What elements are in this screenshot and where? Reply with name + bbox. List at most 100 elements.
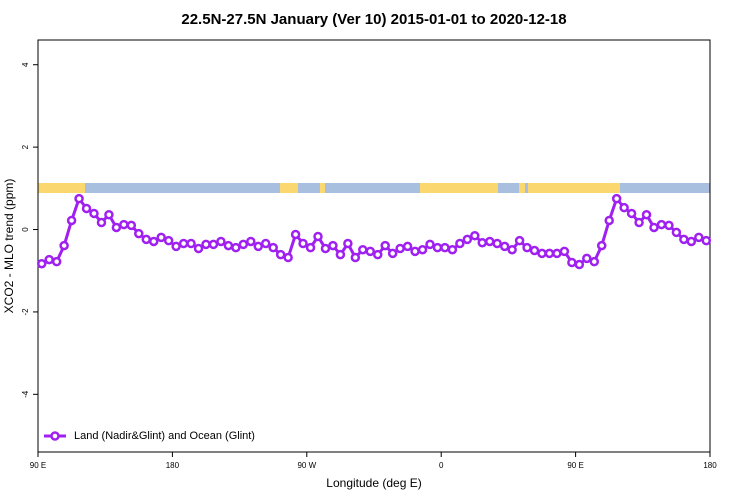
x-tick-label: 90 W bbox=[297, 461, 316, 470]
data-point bbox=[701, 235, 712, 246]
data-point bbox=[425, 239, 435, 250]
data-point bbox=[298, 238, 308, 249]
x-tick-label: 0 bbox=[439, 461, 444, 470]
data-point bbox=[253, 241, 264, 252]
data-point bbox=[231, 242, 241, 253]
data-point bbox=[611, 193, 622, 204]
data-point bbox=[223, 240, 234, 251]
data-point bbox=[432, 242, 443, 253]
data-point bbox=[59, 240, 69, 251]
data-point bbox=[193, 243, 204, 254]
data-point bbox=[455, 238, 465, 249]
data-point bbox=[126, 220, 137, 231]
data-point bbox=[649, 222, 659, 233]
data-point bbox=[320, 243, 331, 254]
data-point bbox=[694, 232, 704, 243]
data-point bbox=[216, 236, 226, 247]
data-point bbox=[141, 234, 152, 245]
data-point bbox=[679, 234, 689, 245]
data-point bbox=[290, 229, 301, 240]
data-point bbox=[328, 240, 338, 251]
data-point bbox=[462, 234, 473, 245]
data-point bbox=[589, 256, 600, 267]
y-tick-label: -4 bbox=[21, 390, 30, 398]
data-point bbox=[484, 236, 495, 247]
data-point bbox=[156, 232, 166, 243]
data-point bbox=[522, 242, 532, 253]
data-point bbox=[656, 219, 667, 230]
y-tick-label: -2 bbox=[21, 308, 30, 316]
data-point bbox=[44, 254, 54, 265]
data-point bbox=[596, 240, 607, 251]
data-point bbox=[246, 236, 256, 247]
data-point bbox=[507, 244, 517, 255]
data-point bbox=[275, 249, 286, 260]
plot-frame bbox=[37, 39, 711, 453]
x-tick-label: 90 E bbox=[567, 461, 583, 470]
data-point bbox=[305, 242, 316, 253]
data-point bbox=[111, 222, 122, 233]
data-point bbox=[410, 246, 420, 257]
data-point bbox=[350, 252, 361, 263]
data-point bbox=[559, 246, 570, 257]
data-point bbox=[104, 209, 114, 220]
data-point bbox=[440, 242, 450, 253]
x-tick-label: 90 E bbox=[30, 461, 46, 470]
data-point bbox=[372, 249, 383, 260]
y-axis-label: XCO2 - MLO trend (ppm) bbox=[2, 179, 16, 314]
data-point bbox=[148, 236, 159, 247]
data-point bbox=[380, 240, 390, 251]
data-point bbox=[74, 193, 84, 204]
data-point bbox=[66, 215, 77, 226]
data-point bbox=[171, 241, 181, 252]
data-point bbox=[470, 230, 480, 241]
data-point bbox=[343, 238, 353, 249]
data-point bbox=[36, 258, 47, 269]
data-point bbox=[96, 217, 107, 228]
data-point bbox=[664, 220, 674, 231]
data-point bbox=[686, 236, 697, 247]
x-tick-label: 180 bbox=[703, 461, 717, 470]
data-point bbox=[477, 237, 488, 248]
data-point bbox=[186, 238, 196, 249]
data-point bbox=[417, 244, 428, 255]
data-point bbox=[119, 219, 129, 230]
x-axis-label: Longitude (deg E) bbox=[326, 476, 421, 490]
data-point bbox=[81, 203, 92, 214]
data-point bbox=[402, 241, 413, 252]
data-point bbox=[313, 231, 323, 242]
data-point bbox=[208, 239, 219, 250]
data-point bbox=[283, 252, 293, 263]
data-point bbox=[201, 239, 211, 250]
data-point bbox=[529, 245, 540, 256]
data-point bbox=[387, 248, 398, 259]
y-tick-label: 0 bbox=[21, 227, 30, 232]
data-point bbox=[552, 248, 562, 259]
chart-title: 22.5N-27.5N January (Ver 10) 2015-01-01 … bbox=[181, 11, 566, 28]
data-point bbox=[537, 248, 547, 259]
data-point bbox=[514, 235, 525, 246]
data-point bbox=[641, 209, 652, 220]
x-tick-label: 180 bbox=[166, 461, 180, 470]
data-point bbox=[163, 235, 174, 246]
data-point bbox=[238, 239, 249, 250]
data-point bbox=[499, 241, 510, 252]
data-point bbox=[335, 249, 346, 260]
data-point bbox=[619, 202, 629, 213]
legend-label: Land (Nadir&Glint) and Ocean (Glint) bbox=[74, 430, 255, 442]
data-point bbox=[395, 243, 405, 254]
land-ocean-strip bbox=[38, 183, 710, 193]
data-point bbox=[268, 242, 278, 253]
data-point bbox=[567, 257, 577, 268]
data-point bbox=[51, 256, 62, 267]
y-tick-label: 4 bbox=[21, 62, 30, 67]
legend-marker bbox=[50, 431, 60, 441]
data-point bbox=[89, 208, 99, 219]
data-point bbox=[671, 227, 682, 238]
data-point bbox=[178, 238, 189, 249]
data-point bbox=[574, 259, 585, 270]
data-point bbox=[544, 248, 555, 259]
data-point bbox=[365, 246, 376, 257]
data-point bbox=[626, 208, 637, 219]
